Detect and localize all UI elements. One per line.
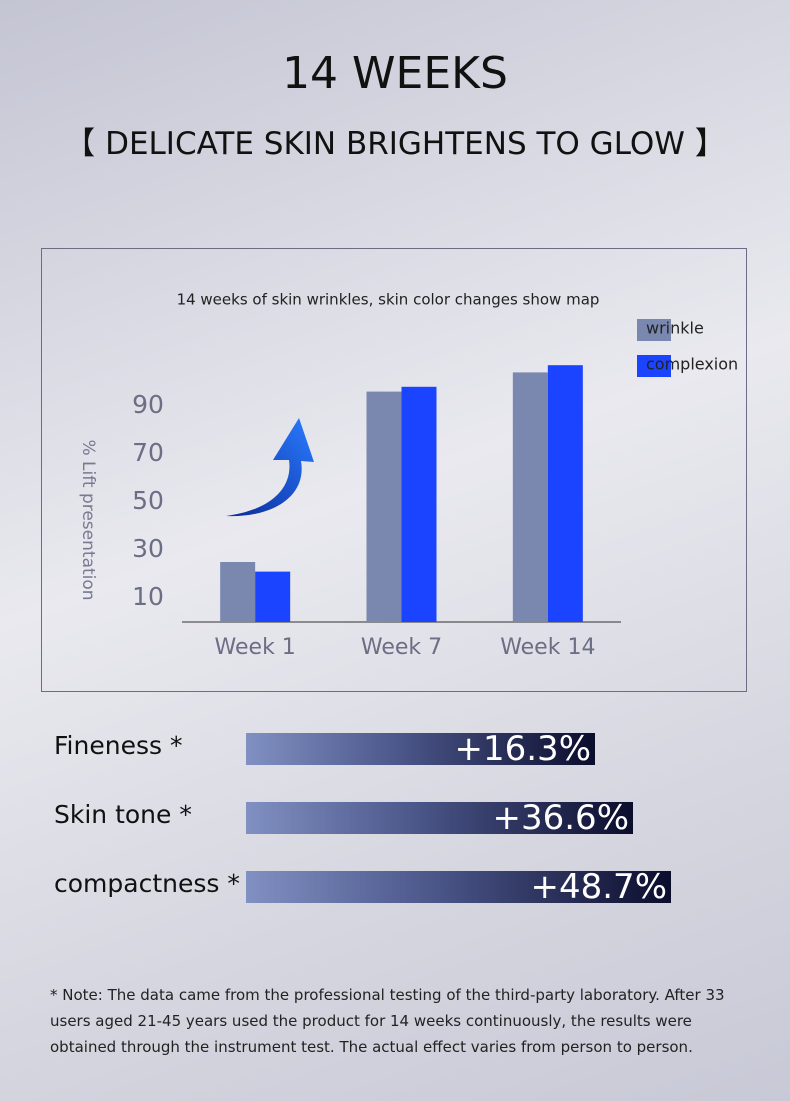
y-tick-label: 10 xyxy=(132,582,164,611)
legend-swatch xyxy=(637,355,671,377)
chart-frame xyxy=(41,248,747,692)
stat-value: +48.7% xyxy=(530,867,668,907)
x-tick-label: Week 1 xyxy=(215,635,296,660)
bar xyxy=(401,386,437,622)
stat-value: +36.6% xyxy=(492,798,630,838)
y-tick-label: 50 xyxy=(132,486,164,515)
y-axis-label: % Lift presentation xyxy=(78,439,98,600)
title: 14 WEEKS xyxy=(282,48,508,99)
stat-label: Fineness * xyxy=(54,731,183,760)
y-tick-label: 30 xyxy=(132,534,164,563)
stat-bar: +48.7% xyxy=(246,867,671,907)
note: * Note: The data came from the professio… xyxy=(50,986,725,1056)
subtitle: 【 DELICATE SKIN BRIGHTENS TO GLOW 】 xyxy=(64,126,726,162)
legend-label: wrinkle xyxy=(646,319,704,338)
y-tick-label: 70 xyxy=(132,438,164,467)
chart-title: 14 weeks of skin wrinkles, skin color ch… xyxy=(177,291,600,309)
x-tick-label: Week 14 xyxy=(500,635,595,660)
y-tick-label: 90 xyxy=(132,390,164,419)
bar xyxy=(547,365,583,622)
stat-bar: +16.3% xyxy=(246,729,595,769)
stat-label: Skin tone * xyxy=(54,800,192,829)
stat-value: +16.3% xyxy=(454,729,592,769)
bar xyxy=(512,372,548,622)
bar xyxy=(220,562,256,622)
arrow-icon xyxy=(226,418,314,517)
x-tick-label: Week 7 xyxy=(361,635,442,660)
chart: 14 weeks of skin wrinkles, skin color ch… xyxy=(41,248,747,692)
stat-bar: +36.6% xyxy=(246,798,633,838)
bar xyxy=(255,571,291,622)
legend-swatch xyxy=(637,319,671,341)
bar xyxy=(366,391,402,622)
stat-label: compactness * xyxy=(54,869,240,898)
legend-label: complexion xyxy=(646,355,738,374)
